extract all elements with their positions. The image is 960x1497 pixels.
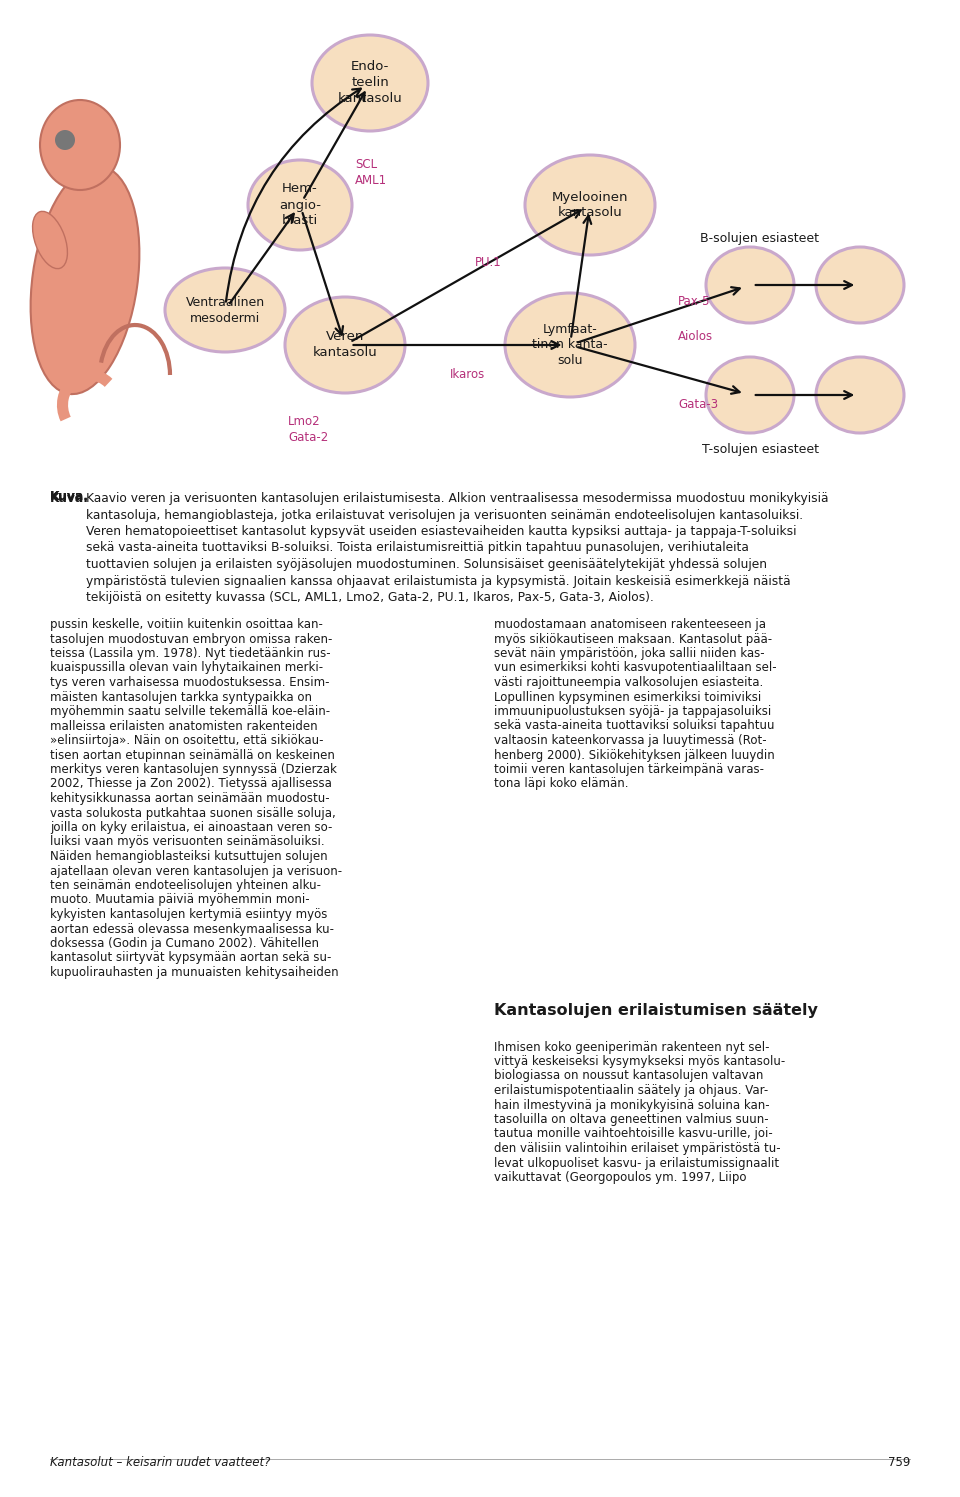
Text: myös sikiökautiseen maksaan. Kantasolut pää-: myös sikiökautiseen maksaan. Kantasolut … (494, 633, 772, 645)
Text: Kuva.: Kuva. (50, 493, 89, 504)
Text: Kantasolut – keisarin uudet vaatteet?: Kantasolut – keisarin uudet vaatteet? (50, 1457, 271, 1469)
Text: Kantasolujen erilaistumisen säätely: Kantasolujen erilaistumisen säätely (494, 1003, 818, 1018)
Text: den välisiin valintoihin erilaiset ympäristöstä tu-: den välisiin valintoihin erilaiset ympär… (494, 1142, 780, 1156)
Text: SCL
AML1: SCL AML1 (355, 159, 387, 187)
Text: kykyisten kantasolujen kertymiä esiintyy myös: kykyisten kantasolujen kertymiä esiintyy… (50, 909, 327, 921)
Text: vaikuttavat (Georgopoulos ym. 1997, Liipo: vaikuttavat (Georgopoulos ym. 1997, Liip… (494, 1171, 747, 1184)
Text: »elinsiirtoja». Näin on osoitettu, että sikiökau-: »elinsiirtoja». Näin on osoitettu, että … (50, 734, 324, 747)
Ellipse shape (40, 100, 120, 190)
Text: tys veren varhaisessa muodostuksessa. Ensim-: tys veren varhaisessa muodostuksessa. En… (50, 677, 329, 689)
Text: västi rajoittuneempia valkosolujen esiasteita.: västi rajoittuneempia valkosolujen esias… (494, 677, 763, 689)
Text: Näiden hemangioblasteiksi kutsuttujen solujen: Näiden hemangioblasteiksi kutsuttujen so… (50, 850, 327, 862)
Text: Ihmisen koko geeniperimän rakenteen nyt sel-: Ihmisen koko geeniperimän rakenteen nyt … (494, 1040, 770, 1054)
Text: Lopullinen kypsyminen esimerkiksi toimiviksi: Lopullinen kypsyminen esimerkiksi toimiv… (494, 690, 761, 704)
Text: kuaispussilla olevan vain lyhytaikainen merki-: kuaispussilla olevan vain lyhytaikainen … (50, 662, 324, 675)
Text: ten seinämän endoteelisolujen yhteinen alku-: ten seinämän endoteelisolujen yhteinen a… (50, 879, 321, 892)
Text: 759: 759 (888, 1457, 910, 1469)
Ellipse shape (816, 247, 904, 323)
Text: erilaistumispotentiaalin säätely ja ohjaus. Var-: erilaistumispotentiaalin säätely ja ohja… (494, 1084, 768, 1097)
Text: vittyä keskeiseksi kysymykseksi myös kantasolu-: vittyä keskeiseksi kysymykseksi myös kan… (494, 1055, 785, 1067)
Text: T-solujen esiasteet: T-solujen esiasteet (702, 443, 819, 457)
Text: Lymfaat-
tinen kanta-
solu: Lymfaat- tinen kanta- solu (532, 322, 608, 367)
Ellipse shape (285, 296, 405, 394)
Text: malleissa erilaisten anatomisten rakenteiden: malleissa erilaisten anatomisten rakente… (50, 720, 318, 732)
Text: levat ulkopuoliset kasvu- ja erilaistumissignaalit: levat ulkopuoliset kasvu- ja erilaistumi… (494, 1157, 780, 1169)
Text: merkitys veren kantasolujen synnyssä (Dzierzak: merkitys veren kantasolujen synnyssä (Dz… (50, 763, 337, 775)
Text: kehitysikkunassa aortan seinämään muodostu-: kehitysikkunassa aortan seinämään muodos… (50, 792, 329, 805)
Ellipse shape (33, 211, 67, 268)
Text: hain ilmestyvinä ja monikykyisinä soluina kan-: hain ilmestyvinä ja monikykyisinä soluin… (494, 1099, 770, 1111)
Ellipse shape (312, 34, 428, 132)
Text: sekä vasta-aineita tuottaviksi soluiksi tapahtuu: sekä vasta-aineita tuottaviksi soluiksi … (494, 720, 775, 732)
Text: Ikaros: Ikaros (450, 368, 485, 382)
Text: pussin keskelle, voitiin kuitenkin osoittaa kan-: pussin keskelle, voitiin kuitenkin osoit… (50, 618, 323, 632)
Ellipse shape (248, 160, 352, 250)
Text: aortan edessä olevassa mesenkymaalisessa ku-: aortan edessä olevassa mesenkymaalisessa… (50, 922, 334, 936)
Text: PU.1: PU.1 (475, 256, 502, 269)
Text: ajatellaan olevan veren kantasolujen ja verisuon-: ajatellaan olevan veren kantasolujen ja … (50, 864, 342, 877)
Text: kantasolut siirtyvät kypsymään aortan sekä su-: kantasolut siirtyvät kypsymään aortan se… (50, 952, 331, 964)
Text: biologiassa on noussut kantasolujen valtavan: biologiassa on noussut kantasolujen valt… (494, 1069, 763, 1082)
Text: henberg 2000). Sikiökehityksen jälkeen luuydin: henberg 2000). Sikiökehityksen jälkeen l… (494, 748, 775, 762)
Text: vun esimerkiksi kohti kasvupotentiaaliltaan sel-: vun esimerkiksi kohti kasvupotentiaalilt… (494, 662, 777, 675)
Text: vasta solukosta putkahtaa suonen sisälle soluja,: vasta solukosta putkahtaa suonen sisälle… (50, 807, 336, 819)
Text: immuunipuolustuksen syöjä- ja tappajasoluiksi: immuunipuolustuksen syöjä- ja tappajasol… (494, 705, 771, 719)
Text: Pax-5: Pax-5 (678, 295, 710, 308)
Text: mäisten kantasolujen tarkka syntypaikka on: mäisten kantasolujen tarkka syntypaikka … (50, 690, 312, 704)
Ellipse shape (31, 166, 139, 394)
Text: sevät näin ympäristöön, joka sallii niiden kas-: sevät näin ympäristöön, joka sallii niid… (494, 647, 764, 660)
Text: myöhemmin saatu selville tekemällä koe-eläin-: myöhemmin saatu selville tekemällä koe-e… (50, 705, 330, 719)
Text: joilla on kyky erilaistua, ei ainoastaan veren so-: joilla on kyky erilaistua, ei ainoastaan… (50, 820, 332, 834)
Text: Kuva.: Kuva. (50, 490, 89, 503)
Circle shape (55, 130, 75, 150)
Ellipse shape (816, 356, 904, 433)
Text: Aiolos: Aiolos (678, 329, 713, 343)
Ellipse shape (505, 293, 635, 397)
Text: valtaosin kateenkorvassa ja luuytimessä (Rot-: valtaosin kateenkorvassa ja luuytimessä … (494, 734, 767, 747)
Text: Ventraalinen
mesodermi: Ventraalinen mesodermi (185, 295, 265, 325)
Text: toimii veren kantasolujen tärkeimpänä varas-: toimii veren kantasolujen tärkeimpänä va… (494, 763, 764, 775)
Text: 2002, Thiesse ja Zon 2002). Tietyssä ajallisessa: 2002, Thiesse ja Zon 2002). Tietyssä aja… (50, 777, 332, 790)
Ellipse shape (165, 268, 285, 352)
Text: tona läpi koko elämän.: tona läpi koko elämän. (494, 777, 629, 790)
Text: Hem-
angio-
blasti: Hem- angio- blasti (279, 183, 321, 228)
Text: tasoluilla on oltava geneettinen valmius suun-: tasoluilla on oltava geneettinen valmius… (494, 1112, 769, 1126)
Text: B-solujen esiasteet: B-solujen esiasteet (701, 232, 820, 246)
Text: tasolujen muodostuvan embryon omissa raken-: tasolujen muodostuvan embryon omissa rak… (50, 633, 332, 645)
Text: doksessa (Godin ja Cumano 2002). Vähitellen: doksessa (Godin ja Cumano 2002). Vähitel… (50, 937, 319, 951)
Text: Veren
kantasolu: Veren kantasolu (313, 331, 377, 359)
Text: tisen aortan etupinnan seinämällä on keskeinen: tisen aortan etupinnan seinämällä on kes… (50, 748, 335, 762)
Text: kupuolirauhasten ja munuaisten kehitysaiheiden: kupuolirauhasten ja munuaisten kehitysai… (50, 966, 339, 979)
Ellipse shape (706, 247, 794, 323)
Text: teissa (Lassila ym. 1978). Nyt tiedetäänkin rus-: teissa (Lassila ym. 1978). Nyt tiedetään… (50, 647, 330, 660)
Text: Kuva.: Kuva. (50, 490, 89, 503)
Text: Myelooinen
kantasolu: Myelooinen kantasolu (552, 190, 628, 220)
Text: Kaavio veren ja verisuonten kantasolujen erilaistumisesta. Alkion ventraalisessa: Kaavio veren ja verisuonten kantasolujen… (86, 493, 828, 603)
Text: muoto. Muutamia päiviä myöhemmin moni-: muoto. Muutamia päiviä myöhemmin moni- (50, 894, 310, 907)
Text: tautua monille vaihtoehtoisille kasvu-urille, joi-: tautua monille vaihtoehtoisille kasvu-ur… (494, 1127, 773, 1141)
Text: Endo-
teelin
kantasolu: Endo- teelin kantasolu (338, 60, 402, 105)
Ellipse shape (525, 156, 655, 254)
Text: luiksi vaan myös verisuonten seinämäsoluiksi.: luiksi vaan myös verisuonten seinämäsolu… (50, 835, 324, 849)
Text: muodostamaan anatomiseen rakenteeseen ja: muodostamaan anatomiseen rakenteeseen ja (494, 618, 766, 632)
Text: Gata-3: Gata-3 (678, 398, 718, 412)
Ellipse shape (706, 356, 794, 433)
Text: Lmo2
Gata-2: Lmo2 Gata-2 (288, 415, 328, 445)
